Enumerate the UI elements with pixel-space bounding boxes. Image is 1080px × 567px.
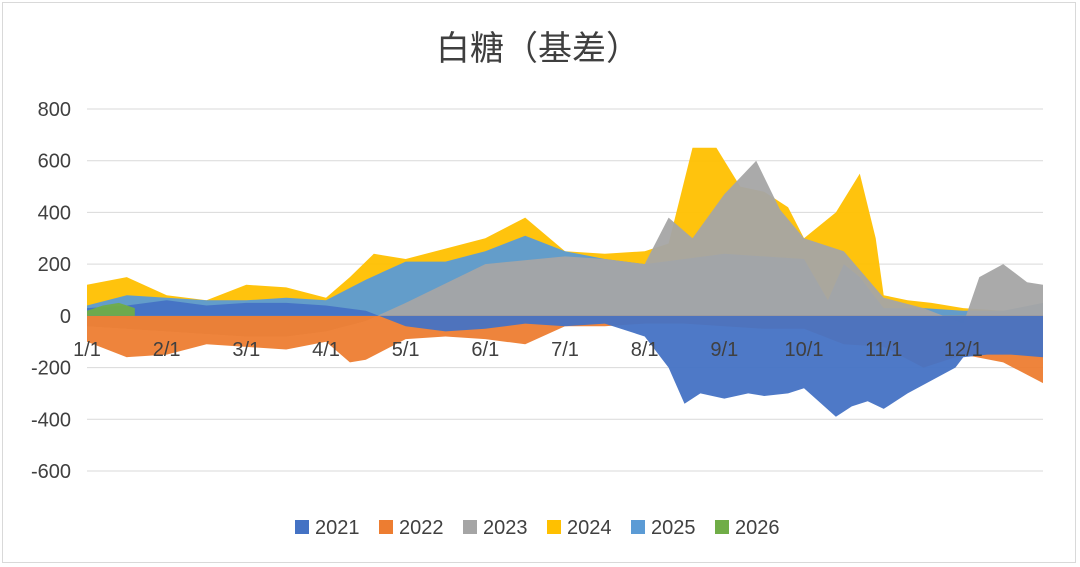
x-tick-label: 12/1 [944,339,983,361]
x-tick-label: 8/1 [631,339,659,361]
series-area-2021 [87,300,1043,417]
x-axis: 1/1 2/1 3/1 4/1 5/1 6/1 7/1 8/1 9/1 10/1 11/1 12/1 [73,339,983,361]
x-tick-label: 7/1 [551,339,579,361]
legend-swatch [715,520,729,534]
x-tick-label: 3/1 [232,339,260,361]
x-tick-label: 4/1 [312,339,340,361]
series-area-2023 [87,160,1043,337]
x-tick-label: 2/1 [153,339,181,361]
series-area-2026 [87,302,135,316]
y-tick-label: 0 [60,306,71,328]
y-tick-label: 200 [38,254,71,276]
x-tick-label: 10/1 [785,339,824,361]
legend-swatch [631,520,645,534]
y-tick-label: -400 [31,409,71,431]
plot-area [87,147,1043,417]
x-tick-label: 11/1 [865,339,902,361]
legend-label: 2022 [399,517,444,539]
y-tick-label: 400 [38,202,71,224]
y-tick-label: 800 [38,99,71,121]
x-tick-label: 5/1 [392,339,420,361]
legend-label: 2026 [735,517,780,539]
y-tick-label: -200 [31,358,71,380]
legend-label: 2025 [651,517,696,539]
legend-swatch [379,520,393,534]
y-axis: 800 600 400 200 0 -200 -400 -600 [31,99,71,483]
y-tick-label: 600 [38,151,71,173]
chart-svg: 白糖（基差） 800 600 400 200 0 -200 -400 -600 1/1 2/1 3… [31,29,1043,539]
legend-label: 2021 [315,517,360,539]
legend: 2021 2022 2023 2024 2025 2026 [295,517,780,539]
y-tick-label: -600 [31,461,71,483]
legend-label: 2024 [567,517,612,539]
legend-swatch [463,520,477,534]
legend-swatch [547,520,561,534]
chart-title: 白糖（基差） [436,29,640,69]
legend-swatch [295,520,309,534]
x-tick-label: 9/1 [710,339,738,361]
series-area-2022 [87,315,1043,384]
x-tick-label: 6/1 [471,339,499,361]
legend-label: 2023 [483,517,528,539]
x-tick-label: 1/1 [73,339,101,361]
